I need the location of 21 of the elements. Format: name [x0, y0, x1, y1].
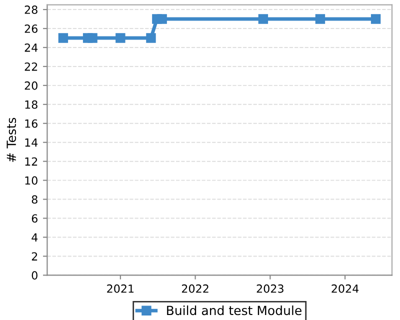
y-tick-label: 2: [32, 252, 38, 260]
legend-label: Build and test Module: [167, 305, 302, 316]
y-tick-label: 4: [32, 233, 38, 242]
y-tick-label: 22: [24, 62, 38, 71]
y-tick-label: 8: [32, 195, 38, 204]
y-tick-label: 28: [24, 6, 38, 14]
x-tick-label: 2024: [332, 284, 359, 293]
y-tick-label: 18: [25, 100, 38, 109]
x-tick-label: 2022: [182, 284, 208, 293]
y-axis-title: # Tests: [6, 118, 16, 162]
y-tick-label: 14: [25, 138, 38, 147]
y-tick-label: 0: [32, 271, 38, 280]
x-tick-label: 2021: [107, 284, 134, 293]
y-tick-label: 20: [24, 81, 38, 90]
y-tick-label: 16: [25, 119, 38, 128]
y-tick-label: 24: [24, 43, 38, 52]
y-tick-label: 10: [25, 176, 38, 185]
y-tick-label: 12: [25, 157, 38, 166]
y-tick-label: 26: [24, 24, 38, 33]
y-tick-label: 6: [32, 214, 38, 223]
x-tick-label: 2023: [256, 284, 284, 293]
